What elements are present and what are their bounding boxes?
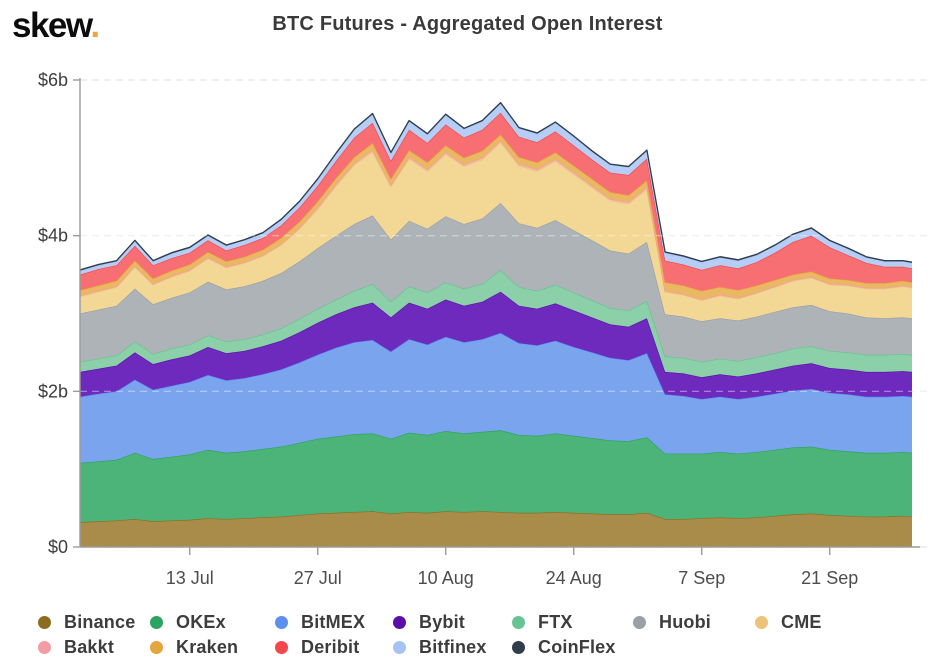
y-axis-label: $4b (38, 226, 68, 246)
legend-item-kraken[interactable]: Kraken (150, 637, 238, 658)
legend-label: Deribit (301, 637, 360, 657)
legend-dot-coinflex (512, 641, 525, 654)
area-bybit (80, 291, 912, 400)
skew-logo-text: skew (12, 6, 92, 45)
legend-item-binance[interactable]: Binance (38, 612, 135, 633)
x-axis-label: 24 Aug (546, 568, 602, 588)
legend-item-bakkt[interactable]: Bakkt (38, 637, 114, 658)
x-axis-label: 7 Sep (678, 568, 725, 588)
skew-logo[interactable]: skew. (12, 6, 100, 46)
legend-dot-bybit (393, 616, 406, 629)
area-binance (80, 511, 912, 547)
legend-item-coinflex[interactable]: CoinFlex (512, 637, 616, 658)
legend-item-bitmex[interactable]: BitMEX (275, 612, 365, 633)
legend-item-cme[interactable]: CME (755, 612, 822, 633)
legend-dot-cme (755, 616, 768, 629)
area-huobi (80, 203, 912, 362)
legend-label: Bybit (419, 612, 465, 632)
skew-logo-dot: . (90, 6, 100, 45)
legend-item-bitfinex[interactable]: Bitfinex (393, 637, 487, 658)
area-kraken (80, 134, 912, 300)
legend-item-huobi[interactable]: Huobi (633, 612, 711, 633)
legend-dot-binance (38, 616, 51, 629)
legend-dot-okex (150, 616, 163, 629)
area-bitmex (80, 333, 912, 463)
area-okex (80, 430, 912, 523)
legend-dot-bitfinex (393, 641, 406, 654)
y-axis-label: $2b (38, 381, 68, 401)
legend-label: OKEx (176, 612, 226, 632)
legend-label: FTX (538, 612, 573, 632)
x-axis-label: 21 Sep (801, 568, 858, 588)
area-line-coinflex (79, 101, 913, 271)
area-cme (80, 142, 912, 322)
y-axis-label: $0 (48, 537, 68, 557)
legend-dot-deribit (275, 641, 288, 654)
legend-label: Kraken (176, 637, 239, 657)
legend-item-bybit[interactable]: Bybit (393, 612, 465, 633)
y-axis-label: $6b (38, 70, 68, 90)
legend-label: Huobi (659, 612, 711, 632)
legend-label: CoinFlex (538, 637, 616, 657)
header: skew. BTC Futures - Aggregated Open Inte… (0, 0, 935, 55)
legend-dot-kraken (150, 641, 163, 654)
area-bakkt (80, 140, 912, 301)
x-axis-label: 27 Jul (294, 568, 342, 588)
area-deribit (80, 112, 912, 291)
x-axis-label: 10 Aug (418, 568, 474, 588)
legend-dot-bitmex (275, 616, 288, 629)
legend-label: Bakkt (64, 637, 115, 657)
area-ftx (80, 269, 912, 378)
chart-title: BTC Futures - Aggregated Open Interest (272, 13, 663, 35)
legend-dot-bakkt (38, 641, 51, 654)
legend-label: Binance (64, 612, 136, 632)
legend-label: CME (781, 612, 822, 632)
legend-dot-huobi (633, 616, 646, 629)
legend-dot-ftx (512, 616, 525, 629)
open-interest-stacked-area-chart: $0 $2b $4b $6b 13 Jul 27 Jul 10 Aug 24 Aug 7 Sep… (38, 70, 928, 588)
legend-item-okex[interactable]: OKEx (150, 612, 226, 633)
legend-item-ftx[interactable]: FTX (512, 612, 573, 633)
x-axis-label: 13 Jul (166, 568, 214, 588)
legend-label: BitMEX (301, 612, 366, 632)
legend-label: Bitfinex (419, 637, 487, 657)
legend-item-deribit[interactable]: Deribit (275, 637, 359, 658)
